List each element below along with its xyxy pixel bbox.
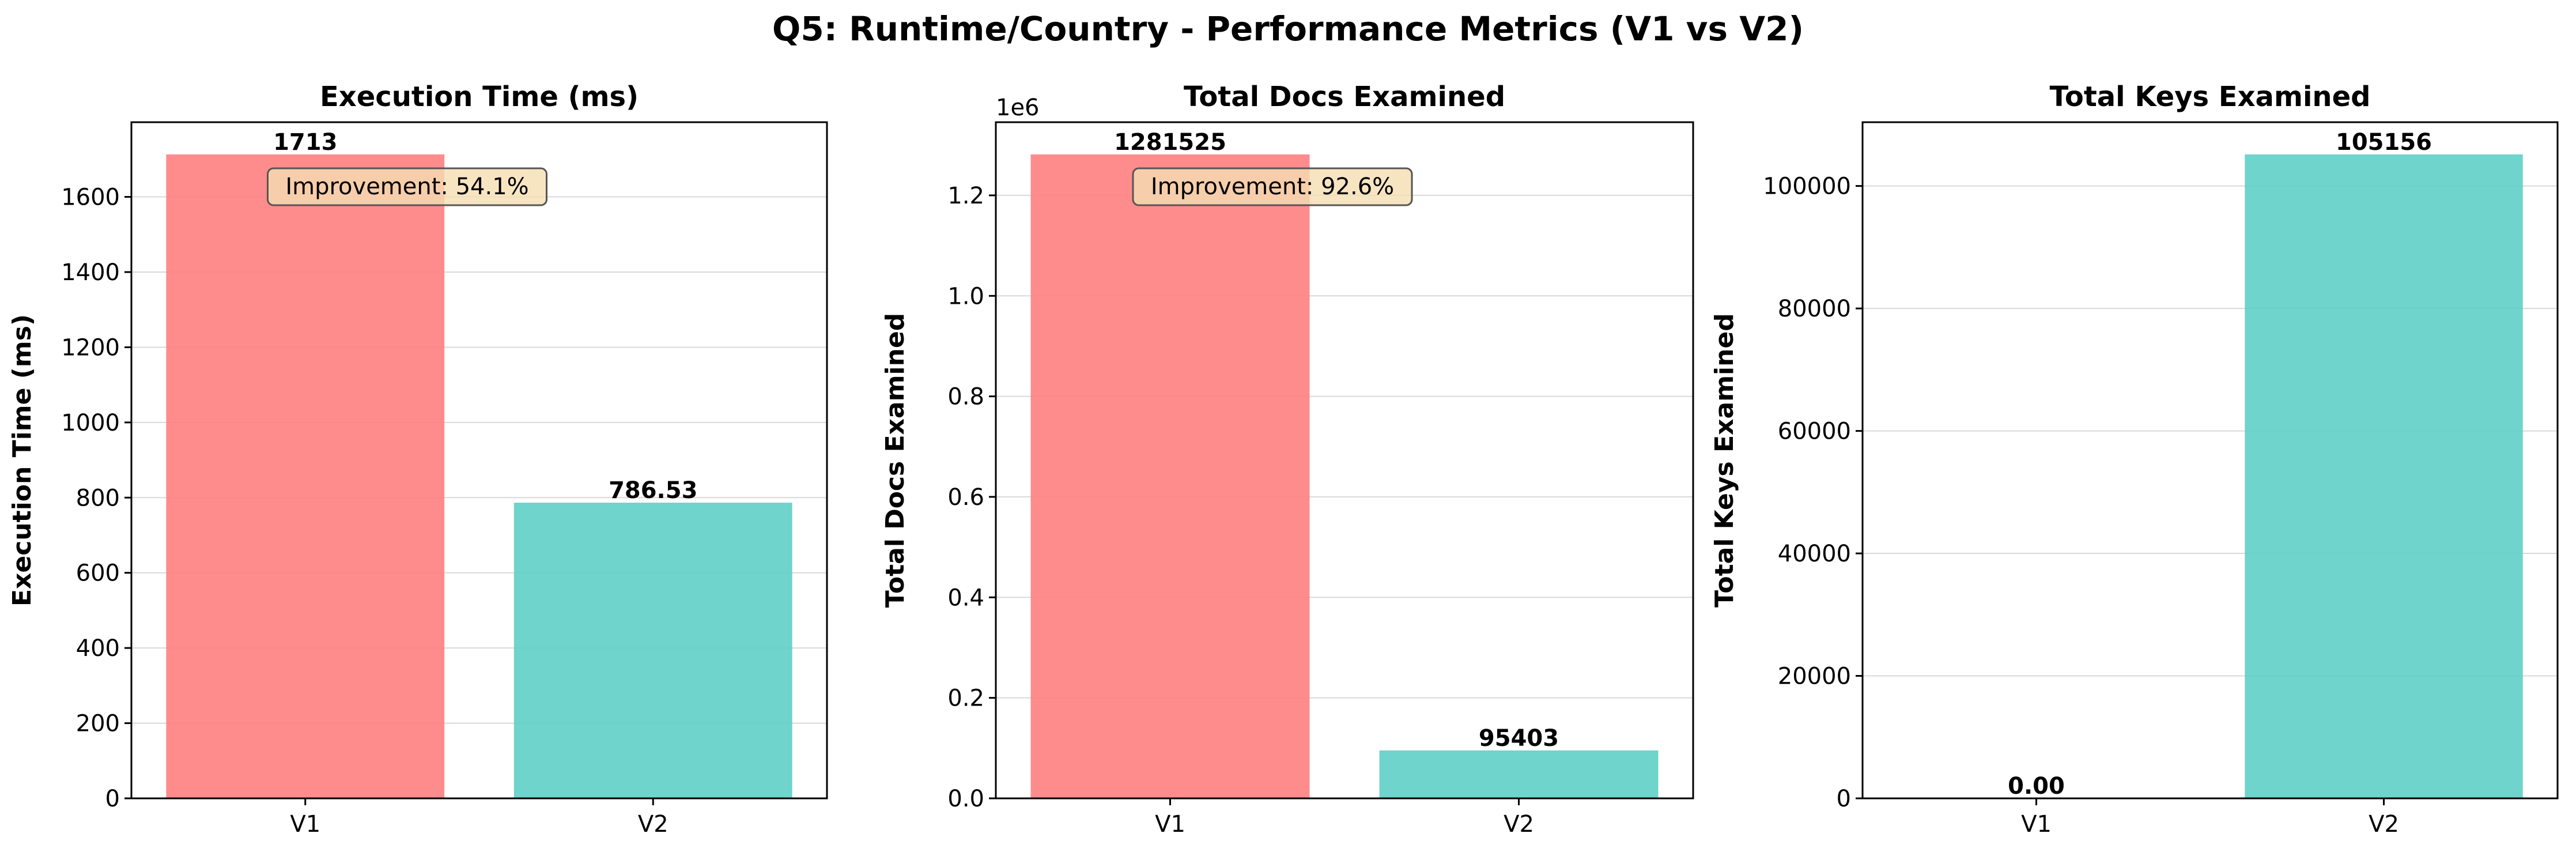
y-tick-label: 20000	[1778, 663, 1851, 690]
y-tick-label: 0.6	[947, 484, 984, 511]
y-tick-label: 1.0	[947, 283, 984, 310]
x-tick-label: V2	[638, 811, 668, 838]
y-axis-label: Total Keys Examined	[1710, 313, 1739, 608]
y-tick-label: 1600	[61, 184, 120, 211]
chart-panel-3: 0.00 V1 105156 V2 0 20000 40000 60000 80000 10000…	[1710, 81, 2559, 838]
axes-frame	[1861, 121, 2559, 800]
chart-panels: 1713 V1 786.53 V2 0 200 400 600 800 1000 1200 1400 1…	[7, 81, 2559, 838]
y-tick-label: 0.0	[947, 786, 984, 812]
chart-panel-1: 1713 V1 786.53 V2 0 200 400 600 800 1000 1200 1400 1…	[7, 81, 828, 838]
y-tick-label: 0.2	[947, 685, 984, 712]
chart-title: Total Keys Examined	[2049, 81, 2370, 113]
axes-frame	[130, 121, 828, 800]
y-tick-label: 400	[76, 635, 120, 662]
bar-value-label: 95403	[1479, 725, 1559, 752]
figure-title: Q5: Runtime/Country - Performance Metric…	[772, 9, 1804, 48]
y-tick-label: 1.2	[947, 183, 984, 209]
x-tick-label: V1	[1155, 811, 1185, 838]
bar-v2	[1379, 750, 1659, 798]
bar-v1	[166, 154, 445, 798]
annotation-text: Improvement: 92.6%	[1151, 174, 1394, 200]
chart-title: Total Docs Examined	[1184, 81, 1505, 113]
improvement-annotation: Improvement: 92.6%	[1132, 167, 1413, 206]
y-tick-label: 0	[1837, 786, 1851, 812]
bar-v2	[513, 503, 792, 798]
bar-value-label: 105156	[2336, 129, 2432, 156]
bar-v1	[1030, 154, 1310, 798]
y-tick-label: 60000	[1778, 418, 1851, 445]
bar-value-label: 1713	[273, 129, 337, 156]
y-tick-label: 0.8	[947, 384, 984, 410]
y-tick-label: 800	[76, 485, 120, 511]
bar-value-label: 786.53	[609, 477, 697, 504]
axes-frame	[995, 121, 1694, 800]
bar-value-label: 0.00	[2008, 773, 2065, 800]
y-axis-label: Total Docs Examined	[881, 313, 910, 608]
y-tick-label: 40000	[1778, 541, 1851, 567]
y-tick-label: 600	[76, 560, 120, 587]
y-tick-label: 1000	[61, 410, 120, 436]
y-axis-label: Execution Time (ms)	[7, 314, 37, 606]
y-tick-label: 1200	[61, 334, 120, 361]
annotation-text: Improvement: 54.1%	[285, 174, 528, 200]
y-tick-label: 1400	[61, 259, 120, 286]
chart-title: Execution Time (ms)	[320, 81, 639, 113]
y-tick-label: 100000	[1763, 174, 1851, 200]
annotation-box	[267, 167, 547, 206]
bar-v2	[2245, 154, 2523, 799]
improvement-annotation: Improvement: 54.1%	[267, 167, 547, 206]
x-tick-label: V2	[2369, 811, 2399, 838]
axis-offset-label: 1e6	[996, 95, 1040, 121]
x-tick-label: V1	[290, 811, 320, 838]
y-tick-label: 0	[105, 786, 120, 812]
x-tick-label: V1	[2021, 811, 2052, 838]
y-tick-label: 200	[76, 711, 120, 737]
y-tick-label: 0.4	[947, 585, 984, 611]
x-tick-label: V2	[1504, 811, 1534, 838]
bar-value-label: 1281525	[1114, 129, 1226, 156]
chart-panel-2: 1281525 V1 95403 V2 0.0 0.2 0.4 0.6 0.8 1.0 1.2 1e6…	[881, 81, 1694, 838]
annotation-box	[1132, 167, 1413, 206]
y-tick-label: 80000	[1778, 296, 1851, 322]
